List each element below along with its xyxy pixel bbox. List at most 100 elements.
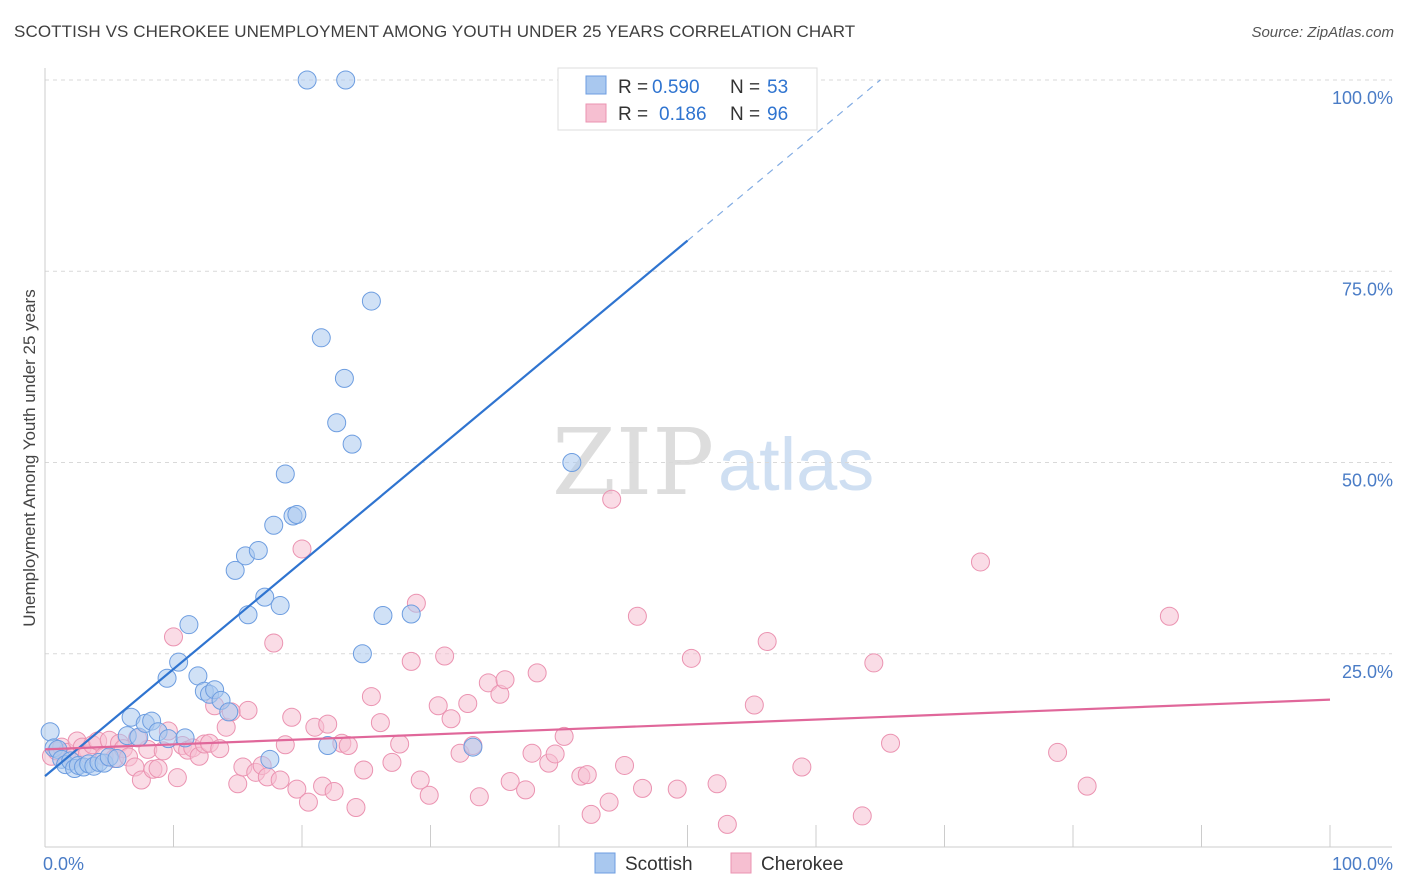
cherokee-point: [298, 792, 318, 812]
scottish-point: [334, 368, 354, 388]
cherokee-point: [401, 651, 421, 671]
correlation-legend: R = 0.590 N = 53 R = 0.186 N = 96: [557, 67, 818, 131]
legend-r-value-scottish: 0.590: [652, 77, 700, 98]
bottom-legend-label-scottish: Scottish: [625, 854, 693, 875]
scottish-points: [40, 70, 582, 778]
legend-swatch-cherokee: [585, 103, 607, 123]
scottish-trend-extension: [687, 79, 881, 242]
cherokee-point: [500, 772, 520, 792]
scottish-point: [352, 644, 372, 664]
chart-title: SCOTTISH VS CHEROKEE UNEMPLOYMENT AMONG …: [14, 22, 856, 41]
legend-swatch-scottish: [585, 75, 607, 95]
scottish-point: [342, 434, 362, 454]
cherokee-point: [744, 695, 764, 715]
y-tick-label: 25.0%: [1342, 662, 1393, 682]
cherokee-point: [633, 778, 653, 798]
cherokee-point: [707, 774, 727, 794]
scottish-point: [238, 605, 258, 625]
cherokee-point: [627, 606, 647, 626]
scottish-point: [255, 587, 275, 607]
cherokee-point: [792, 757, 812, 777]
cherokee-point: [264, 633, 284, 653]
y-tick-label: 50.0%: [1342, 471, 1393, 491]
legend-r-label-scottish: R =: [618, 77, 648, 98]
bottom-legend-swatch-cherokee: [730, 852, 752, 874]
scottish-point: [40, 722, 60, 742]
cherokee-point: [599, 792, 619, 812]
cherokee-point: [419, 785, 439, 805]
cherokee-point: [1159, 606, 1179, 626]
cherokee-point: [361, 687, 381, 707]
cherokee-point: [717, 814, 737, 834]
scottish-point: [179, 615, 199, 635]
cherokee-point: [292, 539, 312, 559]
bottom-legend-swatch-scottish: [594, 852, 616, 874]
scottish-point: [401, 604, 421, 624]
x-tick-label-min: 0.0%: [43, 854, 84, 874]
scottish-point: [373, 606, 393, 625]
cherokee-point: [282, 707, 302, 727]
scottish-point: [260, 749, 280, 769]
cherokee-point: [545, 744, 565, 764]
axes: [44, 68, 1392, 848]
scottish-point: [275, 464, 295, 484]
watermark-atlas: atlas: [718, 423, 874, 506]
cherokee-point: [615, 755, 635, 775]
y-tick-label: 100.0%: [1332, 88, 1393, 108]
cherokee-point: [435, 646, 455, 666]
grid-lines: [45, 79, 1392, 655]
scottish-point: [318, 736, 338, 756]
cherokee-point: [681, 648, 701, 668]
scottish-point: [248, 540, 268, 560]
cherokee-point: [354, 760, 374, 780]
cherokee-point: [554, 726, 574, 746]
cherokee-trend-line: [44, 698, 1331, 751]
cherokee-point: [210, 739, 230, 759]
cherokee-point: [441, 709, 461, 729]
cherokee-point: [338, 736, 358, 756]
scottish-point: [175, 728, 195, 748]
series-legend: Scottish Cherokee: [594, 852, 843, 875]
legend-r-value-cherokee: 0.186: [659, 104, 707, 125]
legend-n-value-scottish: 53: [767, 77, 788, 98]
scottish-point: [219, 702, 239, 722]
cherokee-point: [287, 779, 307, 799]
scottish-point: [270, 596, 290, 616]
cherokee-point: [667, 779, 687, 799]
cherokee-point: [428, 696, 448, 716]
scottish-point: [297, 70, 317, 90]
y-axis-label: Unemployment Among Youth under 25 years: [20, 289, 39, 626]
scottish-point: [287, 505, 307, 525]
cherokee-point: [390, 734, 410, 754]
legend-n-label-scottish: N =: [730, 77, 760, 98]
cherokee-point: [522, 743, 542, 763]
bottom-legend-label-cherokee: Cherokee: [761, 854, 843, 875]
scottish-point: [562, 453, 582, 472]
cherokee-point: [410, 770, 430, 790]
cherokee-point: [458, 693, 478, 713]
cherokee-point: [516, 780, 536, 800]
scottish-point: [327, 413, 347, 433]
cherokee-point: [382, 752, 402, 772]
cherokee-point: [495, 670, 515, 690]
cherokee-point: [881, 733, 901, 753]
legend-n-label-cherokee: N =: [730, 104, 760, 125]
cherokee-point: [324, 781, 344, 801]
cherokee-point: [318, 714, 338, 734]
x-ticks: [173, 825, 1331, 847]
scottish-point: [463, 737, 483, 757]
cherokee-point: [527, 663, 547, 683]
cherokee-point: [469, 787, 489, 807]
scottish-point: [361, 291, 381, 311]
scottish-trend-line: [44, 239, 689, 777]
cherokee-point: [238, 700, 258, 720]
legend-n-value-cherokee: 96: [767, 104, 788, 125]
y-tick-label: 75.0%: [1342, 279, 1393, 299]
cherokee-point: [852, 806, 872, 826]
scottish-point: [311, 328, 331, 348]
cherokee-point: [275, 735, 295, 755]
cherokee-point: [970, 552, 990, 572]
cherokee-point: [164, 627, 183, 647]
cherokee-point: [228, 774, 248, 794]
cherokee-point: [148, 759, 168, 778]
